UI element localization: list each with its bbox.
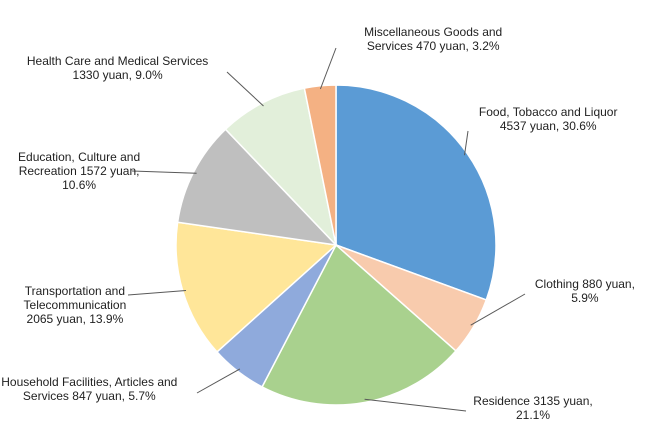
leader-line-household: [196, 368, 241, 394]
slice-label-line: 21.1%: [516, 408, 550, 422]
slice-label-line: Telecommunication: [24, 298, 127, 312]
leader-line-residence: [364, 398, 467, 412]
slice-label-line: Health Care and Medical Services: [27, 54, 208, 68]
slice-label-line: 4537 yuan, 30.6%: [500, 119, 597, 133]
slice-label-line: Recreation 1572 yuan,: [19, 164, 140, 178]
slice-label-line: Clothing 880 yuan,: [535, 277, 635, 291]
slice-label-food: Food, Tobacco and Liquor 4537 yuan, 30.6%: [479, 105, 618, 133]
leader-line-education: [131, 170, 197, 174]
leader-line-transport: [127, 290, 187, 296]
slice-label-line: Miscellaneous Goods and: [364, 25, 502, 39]
pie-slice-misc: [303, 84, 337, 246]
slice-label-line: Education, Culture and: [18, 150, 140, 164]
pie-slice-transport: [175, 221, 338, 353]
slice-label-transport: Transportation and Telecommunication 2065 …: [24, 284, 127, 326]
leader-line-food: [464, 130, 469, 156]
pie-slice-residence: [261, 243, 457, 406]
slice-label-household: Household Facilities, Articles and Servic…: [1, 375, 177, 403]
slice-label-line: 2065 yuan, 13.9%: [27, 312, 124, 326]
slice-label-line: Food, Tobacco and Liquor: [479, 105, 618, 119]
slice-label-line: 5.9%: [571, 291, 599, 305]
slice-label-line: Services 847 yuan, 5.7%: [23, 389, 156, 403]
slice-label-line: Household Facilities, Articles and: [1, 375, 177, 389]
leader-line-misc: [319, 47, 337, 90]
pie-slice-health: [224, 87, 338, 248]
pie-slice-food: [335, 84, 497, 301]
leader-line-health: [226, 71, 264, 107]
slice-label-line: 1330 yuan, 9.0%: [73, 68, 163, 82]
slice-label-residence: Residence 3135 yuan, 21.1%: [473, 394, 592, 422]
slice-label-misc: Miscellaneous Goods and Services 470 yuan…: [364, 25, 502, 53]
slice-label-clothing: Clothing 880 yuan, 5.9%: [535, 277, 635, 305]
slice-label-line: Transportation and: [25, 284, 125, 298]
slice-label-line: Residence 3135 yuan,: [473, 394, 592, 408]
slice-label-education: Education, Culture and Recreation 1572 yu…: [18, 150, 140, 192]
slice-label-health: Health Care and Medical Services 1330 yua…: [27, 54, 208, 82]
slice-label-line: 10.6%: [62, 178, 96, 192]
leader-line-clothing: [470, 293, 526, 326]
slice-label-line: Services 470 yuan, 3.2%: [367, 39, 500, 53]
pie-slice-education: [176, 128, 339, 247]
